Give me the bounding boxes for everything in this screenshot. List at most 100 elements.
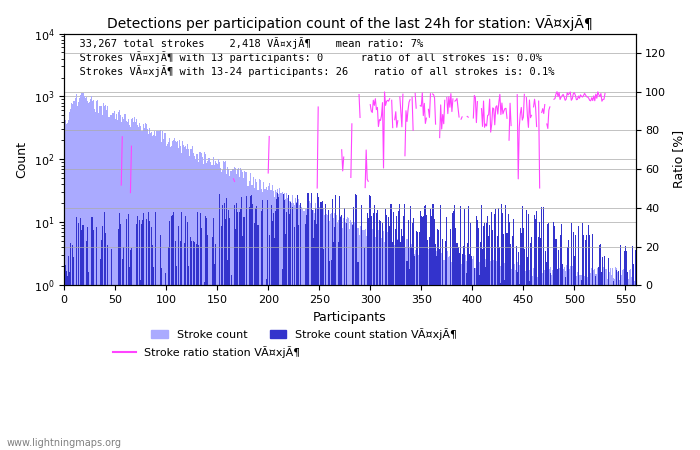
Bar — [272, 185, 273, 450]
Bar — [196, 244, 197, 450]
Bar — [452, 213, 454, 450]
Bar — [383, 231, 384, 450]
Bar — [394, 245, 395, 450]
Bar — [588, 276, 589, 450]
Bar — [557, 278, 559, 450]
Bar — [376, 213, 377, 450]
Bar — [435, 244, 436, 450]
Bar — [478, 228, 479, 450]
Bar — [253, 177, 254, 450]
Bar — [198, 245, 200, 450]
Bar — [481, 267, 482, 450]
Bar — [188, 149, 189, 450]
Bar — [498, 208, 499, 450]
Bar — [269, 234, 270, 450]
Bar — [597, 268, 598, 450]
Bar — [546, 262, 547, 450]
Bar — [214, 165, 215, 450]
Bar — [99, 107, 100, 450]
Bar — [118, 112, 119, 450]
Bar — [167, 144, 168, 450]
Bar — [466, 261, 467, 450]
Bar — [416, 232, 418, 450]
Bar — [379, 230, 380, 450]
Bar — [625, 246, 626, 450]
Bar — [276, 192, 277, 450]
Bar — [275, 212, 276, 450]
Bar — [483, 267, 484, 450]
Bar — [541, 207, 542, 450]
Bar — [264, 189, 265, 450]
Bar — [333, 218, 334, 450]
Bar — [585, 240, 586, 450]
Bar — [568, 268, 569, 450]
Bar — [487, 216, 488, 450]
Bar — [179, 140, 180, 450]
Bar — [180, 146, 181, 450]
Bar — [223, 161, 224, 450]
Bar — [347, 217, 349, 450]
Bar — [164, 273, 166, 450]
Bar — [471, 256, 472, 450]
Bar — [109, 116, 111, 450]
Bar — [380, 240, 381, 450]
Bar — [80, 95, 81, 450]
Bar — [73, 101, 74, 450]
Bar — [135, 122, 136, 450]
Bar — [290, 202, 291, 450]
Bar — [307, 204, 309, 450]
Bar — [335, 218, 336, 450]
Bar — [83, 93, 84, 450]
Bar — [411, 244, 412, 450]
Bar — [309, 203, 311, 450]
Bar — [596, 274, 597, 450]
Bar — [589, 266, 590, 450]
Bar — [246, 196, 247, 450]
Bar — [369, 231, 370, 450]
Bar — [231, 171, 232, 450]
Bar — [497, 236, 498, 450]
Bar — [402, 247, 403, 450]
Bar — [225, 219, 226, 450]
Bar — [564, 267, 565, 450]
Bar — [207, 162, 209, 450]
Bar — [620, 275, 621, 450]
Bar — [610, 275, 612, 450]
Bar — [501, 204, 503, 450]
Bar — [622, 270, 623, 450]
Y-axis label: Count: Count — [15, 141, 28, 178]
Bar — [150, 133, 151, 450]
Bar — [616, 268, 617, 450]
Bar — [480, 263, 481, 450]
Bar — [265, 279, 267, 450]
Bar — [326, 214, 327, 450]
Bar — [452, 255, 454, 450]
Bar — [136, 119, 137, 450]
Bar — [367, 213, 368, 450]
Bar — [75, 98, 76, 450]
Bar — [627, 272, 628, 450]
Bar — [236, 174, 237, 450]
Bar — [431, 216, 432, 450]
Bar — [552, 270, 554, 450]
Bar — [476, 216, 477, 450]
Bar — [517, 262, 518, 450]
Bar — [391, 246, 392, 450]
Bar — [82, 93, 83, 450]
Bar — [418, 255, 419, 450]
Bar — [215, 244, 216, 450]
Bar — [341, 225, 342, 450]
Bar — [100, 107, 102, 450]
Bar — [234, 205, 235, 450]
Bar — [316, 194, 318, 450]
Bar — [321, 202, 322, 450]
Bar — [624, 251, 625, 450]
Bar — [407, 220, 409, 450]
Bar — [445, 241, 447, 450]
Bar — [341, 216, 342, 450]
Bar — [374, 237, 376, 450]
Bar — [565, 277, 566, 450]
Bar — [389, 226, 390, 450]
Bar — [200, 213, 202, 450]
Bar — [141, 224, 142, 450]
